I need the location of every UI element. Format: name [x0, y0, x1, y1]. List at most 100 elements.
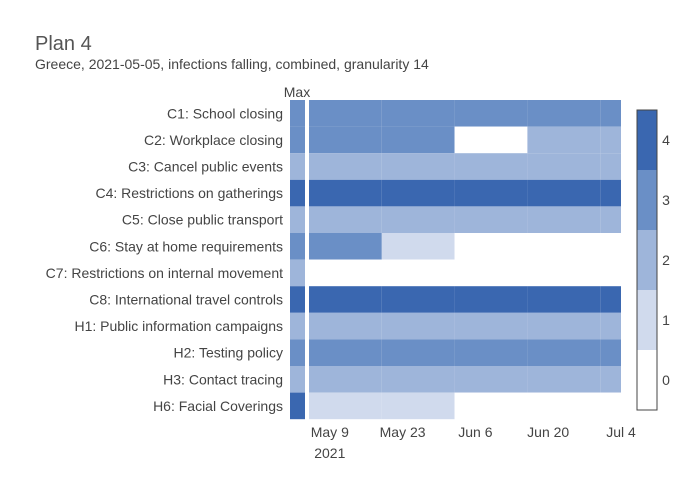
colorbar-segment [637, 350, 657, 410]
x-axis-ticks: May 9 2021 May 23 Jun 6 Jun 20 Jul 4 [311, 424, 636, 461]
heatmap-cell [527, 153, 601, 180]
heatmap-cell [600, 179, 621, 207]
heatmap-cell [381, 366, 455, 393]
heatmap-cell [527, 126, 601, 154]
colorbar-segment [637, 230, 657, 290]
chart-title: Plan 4 [35, 33, 92, 55]
heatmap-cell [600, 259, 621, 287]
heatmap-cell [454, 392, 528, 420]
heatmap-cell [527, 100, 601, 127]
heatmap-cell [600, 126, 621, 154]
colorbar-tick-label: 4 [662, 132, 670, 148]
heatmap-cell [600, 233, 621, 260]
row-label: C3: Cancel public events [128, 159, 283, 175]
heatmap-cell [600, 312, 621, 340]
row-label: H6: Facial Coverings [153, 398, 283, 414]
heatmap-cell [309, 126, 382, 154]
heatmap-cell [527, 312, 601, 340]
heatmap-cell [454, 366, 528, 393]
colorbar-tick-label: 2 [662, 252, 670, 268]
row-label: C5: Close public transport [122, 212, 283, 228]
max-cell [290, 259, 305, 287]
heatmap-cell [309, 153, 382, 180]
heatmap-cell [309, 179, 382, 207]
heatmap-cell [381, 153, 455, 180]
heatmap-cell [527, 233, 601, 260]
row-label: C1: School closing [167, 105, 283, 121]
heatmap-cell [527, 366, 601, 393]
max-cell [290, 206, 305, 233]
heatmap-cell [381, 179, 455, 207]
x-tick-label: May 9 [311, 424, 349, 440]
heatmap-cell [309, 286, 382, 313]
max-cell [290, 153, 305, 180]
max-cell [290, 286, 305, 313]
heatmap-cell [527, 339, 601, 366]
heatmap-cell [454, 286, 528, 313]
max-cell [290, 339, 305, 366]
heatmap-cell [381, 259, 455, 287]
heatmap-cell [527, 206, 601, 233]
colorbar: 0 1 2 3 4 [636, 109, 670, 411]
heatmap-cell [454, 259, 528, 287]
max-cell [290, 126, 305, 154]
colorbar-tick-label: 3 [662, 192, 670, 208]
heatmap-cell [454, 100, 528, 127]
colorbar-tick-label: 0 [662, 372, 670, 388]
x-tick-sublabel: 2021 [314, 445, 345, 461]
colorbar-segment [637, 290, 657, 350]
heatmap-cell [454, 126, 528, 154]
x-tick-label: May 23 [380, 424, 426, 440]
row-labels: C1: School closing C2: Workplace closing C… [46, 105, 283, 414]
heatmap-cell [527, 259, 601, 287]
colorbar-segment [637, 170, 657, 230]
heatmap-cell [309, 259, 382, 287]
row-label: H2: Testing policy [174, 345, 283, 361]
heatmap-cell [381, 312, 455, 340]
heatmap-cell [454, 312, 528, 340]
heatmap-cell [454, 339, 528, 366]
x-tick-label: Jun 20 [527, 424, 569, 440]
row-label: C4: Restrictions on gatherings [95, 185, 283, 201]
heatmap-cells [309, 100, 621, 420]
max-column-label: Max [284, 84, 310, 100]
heatmap-cell [309, 233, 382, 260]
heatmap-cell [381, 100, 455, 127]
heatmap-cell [527, 179, 601, 207]
colorbar-segment [637, 110, 657, 170]
heatmap-cell [454, 179, 528, 207]
max-cell [290, 392, 305, 420]
max-column [290, 100, 305, 420]
row-label: C8: International travel controls [89, 292, 283, 308]
row-label: H1: Public information campaigns [74, 318, 283, 334]
chart-subtitle: Greece, 2021-05-05, infections falling, … [35, 56, 429, 72]
x-tick-label: Jul 4 [606, 424, 636, 440]
max-cell [290, 179, 305, 207]
heatmap-cell [600, 392, 621, 420]
max-cell [290, 233, 305, 260]
heatmap-cell [309, 366, 382, 393]
heatmap-cell [454, 233, 528, 260]
heatmap-cell [600, 153, 621, 180]
heatmap-cell [600, 339, 621, 366]
heatmap-cell [600, 206, 621, 233]
heatmap-cell [309, 312, 382, 340]
heatmap-cell [600, 366, 621, 393]
row-label: C2: Workplace closing [144, 132, 283, 148]
row-label: H3: Contact tracing [163, 371, 283, 387]
row-label: C7: Restrictions on internal movement [46, 265, 283, 281]
heatmap-cell [381, 339, 455, 366]
heatmap-cell [381, 126, 455, 154]
max-cell [290, 366, 305, 393]
heatmap-cell [309, 339, 382, 366]
heatmap-cell [600, 100, 621, 127]
row-label: C6: Stay at home requirements [89, 238, 283, 254]
heatmap-cell [381, 206, 455, 233]
heatmap-cell [309, 206, 382, 233]
heatmap-cell [527, 286, 601, 313]
x-tick-label: Jun 6 [458, 424, 492, 440]
heatmap-cell [527, 392, 601, 420]
heatmap-cell [381, 392, 455, 420]
heatmap-cell [309, 100, 382, 127]
